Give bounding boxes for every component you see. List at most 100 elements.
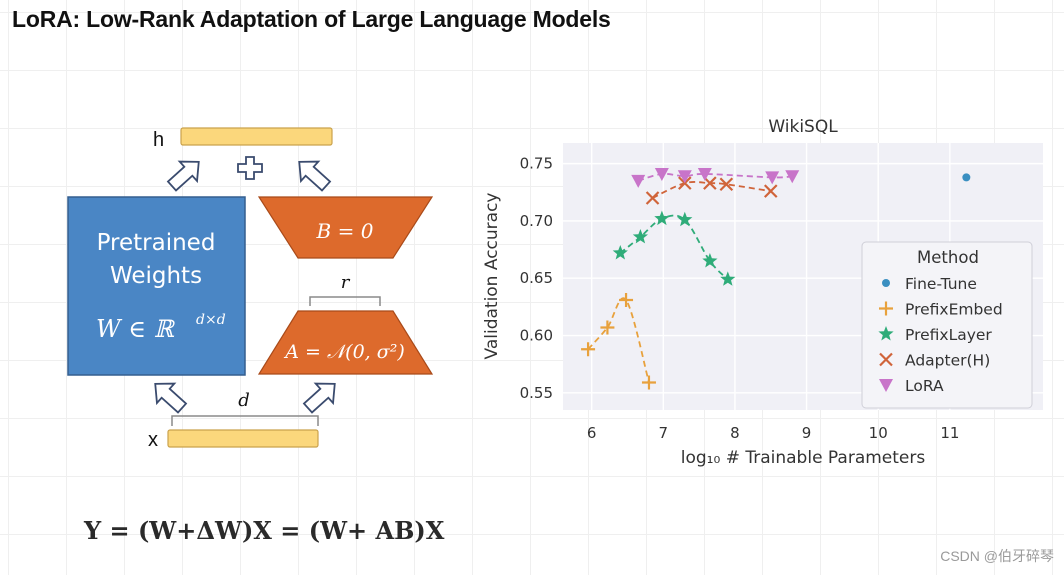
adapter-h-point-shape: [719, 177, 734, 192]
prefixlayer-point: [654, 210, 670, 226]
x-tick-label: 10: [869, 424, 888, 442]
pretrained-weights-block: [67, 196, 246, 376]
legend-marker-prefixlayer-shape: [878, 326, 894, 341]
lora-point: [697, 167, 712, 181]
wikisql-chart: 6 7 8 9 10 11 0.55 0.60 0.65 0.70 0.75 WikiSQL log…: [482, 117, 1043, 468]
rank-r-label: r: [341, 272, 351, 293]
dimension-bracket: [171, 415, 319, 426]
x-tick-label: 8: [730, 424, 740, 442]
legend-label-prefixlayer: PrefixLayer: [905, 326, 992, 344]
legend-title: Method: [917, 248, 979, 267]
prefixlayer-point: [632, 229, 648, 244]
a-matrix-label: A = 𝒩(0, σ²): [283, 341, 405, 363]
prefixembed-point-shape: [600, 320, 615, 335]
y-axis-label: Validation Accuracy: [482, 193, 502, 360]
b-matrix-label: B = 0: [316, 219, 374, 243]
lora-point-shape: [677, 170, 692, 184]
arrow-up-right-icon: [302, 382, 336, 414]
plus-icon: [237, 156, 263, 180]
adapter-h-point-shape: [763, 184, 778, 198]
prefixlayer-point-shape: [720, 271, 736, 286]
x-input-bar: [167, 429, 319, 448]
legend-marker-adapter-h: [879, 352, 893, 367]
prefixembed-fit-line: [587, 297, 650, 383]
prefixlayer-point: [612, 245, 628, 260]
lora-point-shape: [654, 167, 669, 181]
legend-marker-prefixembed-shape: [879, 301, 893, 316]
legend-box: [861, 241, 1033, 409]
weight-matrix-formula: W ∈ ℝ: [96, 315, 176, 343]
lora-point-shape: [631, 174, 646, 188]
lora-point-shape: [785, 170, 800, 184]
arrow-up-right-icon: [166, 160, 200, 192]
adapter-h-point: [645, 191, 660, 205]
prefixembed-point-shape: [641, 375, 656, 390]
lora-equation: Y = (W+ΔW)X = (W+ AB)X: [84, 516, 445, 545]
y-tick-label: 0.70: [520, 212, 553, 230]
legend-label-fine-tune: Fine-Tune: [905, 275, 977, 293]
lora-diagram: h Pretrained Weights W ∈ ℝ d×d B = 0 r A…: [67, 127, 434, 451]
legend-label-adapter-h: Adapter(H): [905, 352, 990, 370]
legend-label-prefixembed: PrefixEmbed: [905, 301, 1003, 319]
arrow-up-left-icon: [154, 382, 188, 414]
x-tick-label: 7: [659, 424, 669, 442]
rank-bracket: [309, 296, 381, 306]
prefixembed-point: [619, 292, 634, 307]
lora-point: [785, 170, 800, 184]
adapter-h-point: [703, 176, 717, 190]
arrow-up-left-icon: [298, 160, 332, 192]
prefixembed-point: [600, 320, 615, 335]
prefixlayer-point: [720, 271, 736, 286]
pretrained-label: Pretrained: [97, 230, 216, 256]
y-tick-label: 0.65: [520, 269, 553, 287]
prefixembed-point-shape: [581, 342, 596, 357]
legend-marker-fine-tune: [882, 279, 890, 287]
fine-tune-point-shape: [962, 173, 971, 182]
h-label: h: [153, 129, 164, 151]
chart-title: WikiSQL: [768, 117, 838, 137]
prefixembed-point: [641, 375, 656, 390]
legend-marker-lora-shape: [879, 379, 893, 392]
prefixlayer-point-shape: [612, 245, 628, 260]
x-tick-label: 11: [940, 424, 959, 442]
prefixlayer-point-shape: [654, 210, 670, 226]
legend-marker-adapter-h-shape: [879, 352, 893, 367]
watermark: CSDN @伯牙碎琴: [940, 548, 1054, 564]
y-tick-label: 0.55: [520, 384, 553, 402]
lora-point-shape: [765, 171, 780, 185]
dimension-d-label: d: [238, 390, 250, 411]
prefixlayer-point-shape: [677, 211, 693, 227]
lora-point-shape: [697, 167, 712, 181]
chart-legend: Method Fine-Tune PrefixEmbed PrefixLayer Ad…: [861, 241, 1033, 409]
legend-marker-lora: [879, 379, 893, 392]
adapter-h-point-shape: [645, 191, 660, 205]
prefixlayer-point: [702, 253, 718, 268]
lora-point: [677, 170, 692, 184]
page-title: LoRA: Low-Rank Adaptation of Large Langu…: [12, 6, 611, 32]
adapter-h-point: [763, 184, 778, 198]
y-tick-label: 0.60: [520, 327, 553, 345]
prefixembed-point: [581, 342, 596, 357]
prefixembed-point-shape: [619, 292, 634, 307]
x-tick-label: 9: [802, 424, 812, 442]
prefixlayer-point: [677, 211, 693, 227]
a-matrix-block: [257, 310, 434, 375]
legend-marker-prefixembed: [879, 301, 893, 316]
lora-point: [765, 171, 780, 185]
adapter-h-point: [719, 177, 734, 192]
h-output-bar: [180, 127, 333, 146]
legend-marker-fine-tune-shape: [882, 279, 890, 287]
lora-point: [654, 167, 669, 181]
fine-tune-point: [962, 173, 971, 182]
b-matrix-block: [257, 196, 434, 259]
prefixlayer-point-shape: [632, 229, 648, 244]
x-label: x: [148, 429, 158, 451]
weight-matrix-superscript: d×d: [196, 312, 226, 328]
y-tick-label: 0.75: [520, 155, 553, 173]
lora-point: [631, 174, 646, 188]
x-axis-label: log₁₀ # Trainable Parameters: [681, 448, 926, 468]
prefixlayer-point-shape: [702, 253, 718, 268]
adapter-h-point-shape: [703, 176, 717, 190]
x-tick-label: 6: [587, 424, 597, 442]
weights-label: Weights: [110, 263, 202, 289]
